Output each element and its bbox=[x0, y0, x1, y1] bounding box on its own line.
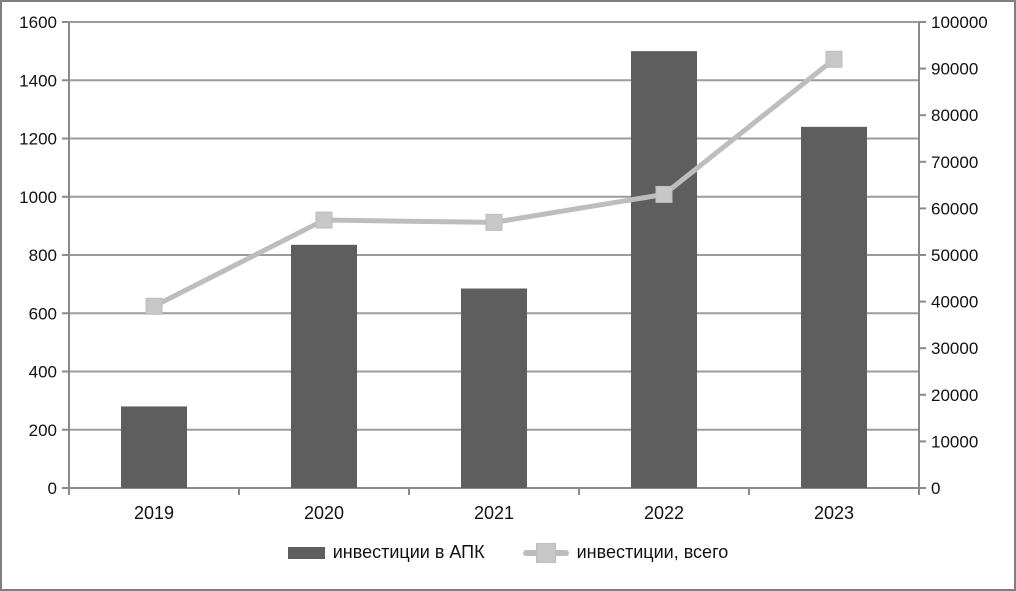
bar-series bbox=[121, 51, 867, 488]
right-axis-tick-label: 30000 bbox=[931, 339, 978, 358]
right-axis-tick-label: 90000 bbox=[931, 60, 978, 79]
legend-label-line-series: инвестиции, всего bbox=[576, 542, 729, 562]
right-axis-tick-label: 60000 bbox=[931, 199, 978, 218]
bar-2020 bbox=[291, 244, 357, 488]
line-path bbox=[151, 56, 837, 309]
left-axis-tick-label: 800 bbox=[29, 246, 57, 265]
left-axis-tick-label: 600 bbox=[29, 304, 57, 323]
bar-series-swatch-icon bbox=[287, 546, 325, 559]
right-axis-tick-label: 100000 bbox=[931, 13, 988, 32]
axis-tick-labels: 0 200 400 600 800 1000 1200 1400 1600 0 10000 20000… bbox=[19, 13, 988, 498]
right-axis-tick-label: 40000 bbox=[931, 293, 978, 312]
category-label-2021: 2021 bbox=[474, 503, 514, 523]
category-label-2020: 2020 bbox=[304, 503, 344, 523]
category-label-2022: 2022 bbox=[644, 503, 684, 523]
right-axis-tick-label: 20000 bbox=[931, 386, 978, 405]
left-axis-tick-label: 1200 bbox=[19, 130, 57, 149]
left-axis-tick-label: 200 bbox=[29, 421, 57, 440]
right-axis-tick-label: 80000 bbox=[931, 106, 978, 125]
chart-svg: 0 200 400 600 800 1000 1200 1400 1600 0 10000 20000… bbox=[19, 13, 988, 523]
right-axis-tick-label: 0 bbox=[931, 479, 940, 498]
category-labels: 2019 2020 2021 2022 2023 bbox=[134, 503, 854, 523]
line-series bbox=[145, 50, 843, 315]
line-marker-2023 bbox=[825, 50, 843, 68]
line-marker-2020 bbox=[315, 211, 333, 229]
line-swatch-marker bbox=[535, 542, 556, 563]
left-axis-tick-label: 1400 bbox=[19, 71, 57, 90]
bar-2023 bbox=[801, 126, 867, 488]
bar-2019 bbox=[121, 406, 187, 488]
category-label-2023: 2023 bbox=[814, 503, 854, 523]
left-axis-tick-label: 400 bbox=[29, 363, 57, 382]
line-marker-2019 bbox=[145, 297, 163, 315]
legend-item-bar-series: инвестиции в АПК bbox=[287, 542, 485, 563]
right-axis-tick-label: 10000 bbox=[931, 432, 978, 451]
legend-item-line-series: инвестиции, всего bbox=[522, 542, 729, 563]
left-axis-tick-label: 0 bbox=[48, 479, 57, 498]
right-axis-tick-label: 70000 bbox=[931, 153, 978, 172]
bar-2022 bbox=[631, 51, 697, 488]
line-marker-2021 bbox=[485, 213, 503, 231]
bar-2021 bbox=[461, 288, 527, 488]
line-marker-2022 bbox=[655, 185, 673, 203]
left-axis-tick-label: 1000 bbox=[19, 188, 57, 207]
legend-label-bar-series: инвестиции в АПК bbox=[332, 542, 485, 562]
right-axis-tick-label: 50000 bbox=[931, 246, 978, 265]
chart-legend: инвестиции в АПК инвестиции, всего bbox=[2, 542, 1014, 563]
category-label-2019: 2019 bbox=[134, 503, 174, 523]
line-series-swatch-icon bbox=[522, 542, 569, 563]
left-axis-tick-label: 1600 bbox=[19, 13, 57, 32]
